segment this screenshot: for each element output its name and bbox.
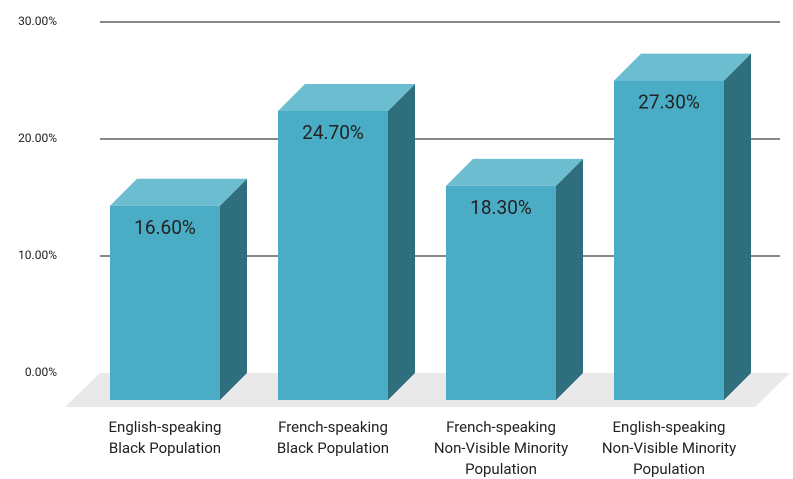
value-label: 18.30% (470, 196, 532, 219)
bar-front (110, 205, 220, 400)
bar-front (614, 80, 724, 400)
bar-front (278, 111, 388, 400)
bar-front (446, 185, 556, 400)
y-tick-label: 0.00% (25, 365, 57, 379)
bar-top (614, 53, 751, 81)
value-label: 27.30% (638, 91, 700, 114)
bar-side (220, 178, 247, 400)
x-tick-label: English-speaking Black Population (108, 418, 222, 457)
value-label: 16.60% (134, 216, 196, 239)
x-tick-label: English-speaking Non-Visible Minority Po… (601, 418, 737, 478)
bar-side (388, 84, 415, 400)
bar-top (278, 84, 415, 112)
bar (278, 84, 415, 400)
bar-side (556, 158, 583, 400)
y-tick-label: 10.00% (18, 248, 57, 262)
bar (614, 53, 751, 401)
x-tick-label: French-speaking Black Population (276, 418, 390, 457)
floor (65, 373, 790, 407)
value-label: 24.70% (302, 121, 364, 144)
y-tick-label: 20.00% (18, 131, 57, 145)
bar (110, 178, 247, 400)
bar-top (446, 158, 583, 186)
bar-side (724, 53, 751, 401)
x-tick-label: French-speaking Non-Visible Minority Pop… (433, 418, 569, 478)
bar (446, 158, 583, 400)
bar-top (110, 178, 247, 206)
y-tick-label: 30.00% (18, 14, 57, 28)
